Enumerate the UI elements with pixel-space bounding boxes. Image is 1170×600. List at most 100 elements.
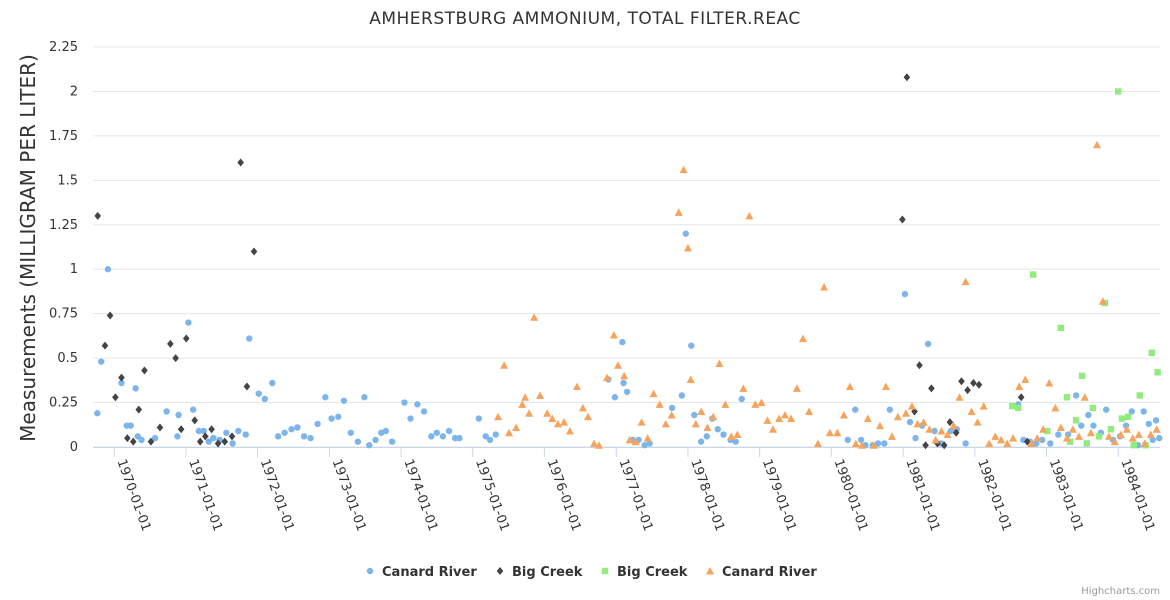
data-point[interactable]: [875, 421, 884, 430]
data-point[interactable]: [1015, 404, 1022, 412]
data-point[interactable]: [553, 419, 562, 428]
data-point[interactable]: [946, 418, 954, 427]
data-point[interactable]: [1027, 439, 1036, 447]
data-point[interactable]: [1063, 394, 1071, 401]
data-point[interactable]: [901, 290, 909, 298]
data-point[interactable]: [745, 211, 754, 220]
data-point[interactable]: [1090, 422, 1097, 429]
data-point[interactable]: [118, 373, 125, 382]
data-point[interactable]: [269, 379, 276, 387]
data-point[interactable]: [1149, 436, 1156, 444]
data-point[interactable]: [124, 434, 131, 443]
data-point[interactable]: [625, 435, 634, 444]
data-point[interactable]: [913, 419, 922, 428]
data-point[interactable]: [340, 397, 348, 404]
data-point[interactable]: [129, 437, 137, 446]
legend-marker[interactable]: [706, 567, 714, 575]
data-point[interactable]: [940, 441, 948, 450]
data-point[interactable]: [433, 429, 441, 436]
data-point[interactable]: [952, 428, 960, 437]
data-point[interactable]: [697, 407, 706, 415]
data-point[interactable]: [839, 411, 848, 419]
data-point[interactable]: [189, 406, 197, 413]
data-point[interactable]: [1033, 434, 1042, 442]
data-point[interactable]: [1128, 434, 1137, 442]
data-point[interactable]: [775, 414, 784, 423]
data-point[interactable]: [101, 341, 109, 350]
data-point[interactable]: [1062, 434, 1071, 442]
data-point[interactable]: [703, 423, 712, 431]
data-point[interactable]: [679, 165, 688, 174]
data-point[interactable]: [208, 425, 215, 434]
data-point[interactable]: [1130, 442, 1137, 449]
data-point[interactable]: [243, 382, 251, 391]
data-point[interactable]: [127, 422, 134, 429]
data-point[interactable]: [825, 428, 834, 437]
data-point[interactable]: [548, 414, 557, 423]
data-point[interactable]: [1066, 438, 1074, 445]
data-point[interactable]: [931, 435, 940, 444]
data-point[interactable]: [649, 389, 658, 398]
data-point[interactable]: [401, 399, 408, 406]
data-point[interactable]: [961, 277, 970, 286]
data-point[interactable]: [565, 427, 574, 435]
data-point[interactable]: [518, 400, 527, 408]
credits-link[interactable]: Highcharts.com: [1081, 586, 1160, 597]
data-point[interactable]: [1057, 324, 1065, 332]
data-point[interactable]: [922, 441, 929, 450]
data-point[interactable]: [757, 398, 766, 407]
data-point[interactable]: [738, 395, 745, 403]
data-point[interactable]: [1118, 415, 1126, 422]
data-point[interactable]: [177, 425, 185, 434]
data-point[interactable]: [1146, 430, 1155, 439]
data-point[interactable]: [328, 415, 335, 422]
data-point[interactable]: [975, 380, 983, 389]
data-point[interactable]: [733, 430, 742, 439]
data-point[interactable]: [805, 407, 814, 415]
data-point[interactable]: [492, 431, 499, 438]
data-point[interactable]: [1068, 425, 1077, 433]
data-point[interactable]: [307, 434, 314, 442]
legend-label[interactable]: Big Creek: [617, 565, 688, 580]
data-point[interactable]: [112, 393, 119, 402]
data-point[interactable]: [1039, 425, 1048, 433]
data-point[interactable]: [646, 440, 653, 447]
data-point[interactable]: [1051, 403, 1060, 412]
data-point[interactable]: [1136, 392, 1143, 399]
data-point[interactable]: [874, 440, 882, 447]
data-point[interactable]: [643, 434, 652, 442]
data-point[interactable]: [620, 379, 627, 387]
data-point[interactable]: [322, 394, 329, 401]
data-point[interactable]: [678, 392, 686, 399]
data-point[interactable]: [543, 409, 552, 417]
series-3[interactable]: [494, 140, 1161, 449]
data-point[interactable]: [908, 402, 917, 410]
data-point[interactable]: [512, 423, 521, 431]
data-point[interactable]: [611, 394, 619, 401]
data-point[interactable]: [1128, 408, 1135, 415]
data-point[interactable]: [250, 247, 258, 256]
data-point[interactable]: [720, 431, 727, 438]
legend-marker[interactable]: [496, 567, 504, 575]
data-point[interactable]: [1029, 271, 1037, 278]
data-point[interactable]: [1110, 437, 1119, 446]
data-point[interactable]: [195, 427, 203, 435]
data-point[interactable]: [590, 439, 599, 447]
data-point[interactable]: [361, 394, 368, 401]
data-point[interactable]: [614, 361, 623, 369]
data-point[interactable]: [182, 334, 190, 343]
data-point[interactable]: [1021, 375, 1030, 383]
data-point[interactable]: [475, 415, 483, 422]
data-point[interactable]: [1148, 349, 1155, 356]
data-point[interactable]: [955, 393, 964, 401]
data-point[interactable]: [163, 408, 170, 415]
data-point[interactable]: [887, 432, 896, 440]
data-point[interactable]: [98, 358, 105, 365]
data-point[interactable]: [486, 436, 494, 444]
data-point[interactable]: [845, 382, 854, 391]
data-point[interactable]: [949, 421, 958, 430]
data-point[interactable]: [852, 406, 859, 413]
data-point[interactable]: [573, 382, 582, 391]
data-point[interactable]: [727, 432, 736, 440]
data-point[interactable]: [899, 215, 906, 224]
